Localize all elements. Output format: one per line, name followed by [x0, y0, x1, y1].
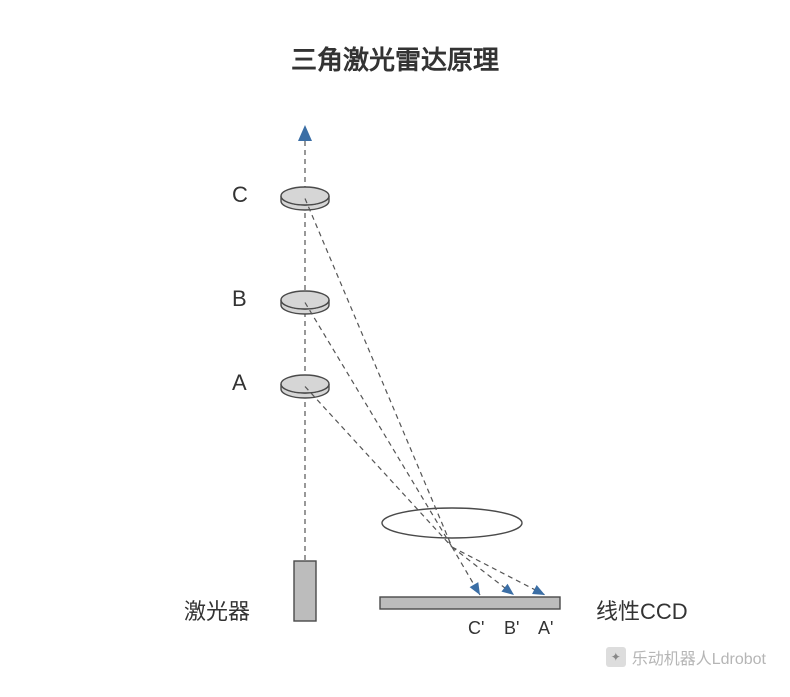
label-A: A [232, 370, 247, 396]
label-B-prime: B' [504, 618, 519, 639]
triangulation-diagram [0, 0, 790, 697]
watermark: ✦ 乐动机器人Ldrobot [606, 645, 766, 669]
wechat-icon: ✦ [606, 647, 626, 667]
label-ccd: 线性CCD [596, 594, 688, 626]
diagram-title: 三角激光雷达原理 [0, 40, 790, 77]
watermark-text: 乐动机器人Ldrobot [632, 645, 766, 669]
label-laser: 激光器 [184, 594, 250, 626]
label-C: C [232, 182, 248, 208]
label-B: B [232, 286, 247, 312]
label-A-prime: A' [538, 618, 553, 639]
label-C-prime: C' [468, 618, 484, 639]
